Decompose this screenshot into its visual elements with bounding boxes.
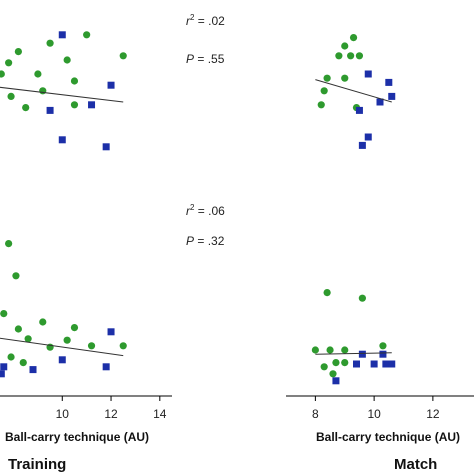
point-square-2-5 — [0, 370, 5, 378]
panel-title-match: Match — [394, 456, 437, 473]
point-circle-3-0 — [323, 289, 331, 297]
point-circle-2-6 — [24, 335, 32, 343]
point-square-1-3 — [376, 98, 384, 106]
point-square-3-2 — [353, 360, 360, 368]
point-circle-3-3 — [311, 346, 319, 354]
point-circle-2-5 — [70, 324, 79, 332]
point-square-2-3 — [29, 366, 37, 374]
point-circle-0-8 — [70, 77, 79, 85]
point-circle-2-11 — [7, 353, 15, 361]
point-square-2-0 — [107, 328, 115, 336]
point-circle-1-7 — [320, 87, 328, 95]
point-circle-0-5 — [0, 70, 5, 78]
panel-match-bottom — [311, 289, 396, 385]
point-circle-1-0 — [341, 42, 349, 50]
point-circle-3-7 — [341, 359, 349, 367]
point-circle-1-3 — [347, 52, 355, 60]
point-circle-1-2 — [335, 52, 343, 60]
trend-line-training-bottom — [0, 337, 124, 357]
point-circle-0-2 — [83, 31, 91, 39]
point-square-3-0 — [358, 350, 366, 358]
point-circle-3-8 — [320, 363, 328, 371]
point-square-3-5 — [388, 360, 396, 368]
point-circle-0-4 — [5, 59, 13, 67]
x-tick-label-training-bottom-0: 10 — [56, 407, 70, 421]
point-circle-3-1 — [358, 294, 366, 302]
point-circle-1-5 — [323, 74, 331, 82]
point-circle-2-0 — [5, 240, 13, 248]
point-square-2-2 — [102, 363, 110, 371]
point-square-3-4 — [382, 360, 390, 368]
point-circle-3-5 — [341, 346, 349, 354]
x-axis-title-match: Ball-carry technique (AU) — [316, 430, 460, 444]
point-square-3-1 — [379, 350, 387, 358]
point-circle-2-8 — [63, 336, 71, 344]
x-tick-label-match-bottom-1: 10 — [367, 407, 381, 421]
point-circle-0-10 — [7, 92, 15, 100]
point-circle-0-0 — [46, 39, 54, 47]
r2-annotation-bottom: r2 = .06 — [186, 203, 225, 218]
point-circle-2-12 — [19, 359, 27, 367]
point-circle-3-4 — [326, 346, 334, 354]
point-square-3-6 — [332, 377, 340, 385]
point-circle-3-9 — [329, 370, 337, 378]
point-square-1-1 — [385, 78, 393, 86]
point-circle-3-2 — [379, 342, 387, 350]
point-circle-3-6 — [332, 359, 340, 367]
trend-line-match-top — [315, 79, 392, 103]
point-square-0-0 — [58, 31, 66, 39]
point-square-1-2 — [388, 92, 396, 100]
x-tick-label-training-bottom-1: 12 — [104, 407, 118, 421]
point-circle-2-3 — [14, 325, 22, 333]
point-square-0-4 — [58, 136, 66, 144]
x-tick-label-match-bottom-2: 12 — [426, 407, 440, 421]
x-tick-label-match-bottom-0: 8 — [312, 407, 319, 421]
point-circle-2-2 — [0, 310, 8, 318]
point-square-0-5 — [102, 143, 110, 151]
panel-training-bottom — [0, 240, 127, 378]
trend-line-match-bottom — [315, 352, 392, 355]
x-axis-title-training: Ball-carry technique (AU) — [5, 430, 149, 444]
point-circle-2-1 — [12, 272, 20, 280]
point-square-3-3 — [370, 360, 378, 368]
point-circle-1-6 — [341, 74, 349, 82]
r2-annotation-top: r2 = .02 — [186, 13, 225, 28]
point-circle-2-9 — [87, 342, 96, 350]
point-square-2-4 — [0, 363, 8, 371]
point-circle-0-1 — [63, 56, 71, 64]
point-square-0-1 — [107, 81, 115, 89]
p-annotation-bottom: P = .32 — [186, 234, 225, 248]
point-circle-1-8 — [317, 101, 325, 109]
point-square-1-5 — [364, 133, 372, 141]
point-circle-0-12 — [70, 101, 79, 109]
x-ticks: 10 12 14 8 10 12 — [56, 396, 440, 421]
point-circle-0-9 — [39, 87, 47, 95]
point-square-1-6 — [358, 141, 366, 149]
point-square-0-2 — [46, 106, 54, 114]
point-square-1-0 — [364, 70, 372, 78]
panel-title-training: Training — [8, 456, 66, 473]
point-square-0-3 — [88, 101, 96, 109]
point-circle-1-4 — [355, 52, 364, 60]
trend-line-training-top — [0, 86, 124, 103]
point-circle-0-7 — [34, 70, 42, 78]
x-tick-label-training-bottom-2: 14 — [153, 407, 167, 421]
point-circle-2-10 — [119, 342, 127, 350]
point-circle-0-6 — [14, 48, 22, 56]
point-square-1-4 — [355, 106, 363, 114]
scatter-panels — [0, 31, 396, 385]
panel-match-top — [315, 34, 396, 149]
point-circle-1-1 — [349, 34, 358, 42]
point-circle-2-4 — [39, 318, 47, 326]
point-circle-0-11 — [22, 104, 30, 112]
panel-training-top — [0, 31, 127, 151]
point-square-2-1 — [58, 356, 66, 364]
p-annotation-top: P = .55 — [186, 52, 225, 66]
point-circle-0-3 — [119, 52, 127, 60]
